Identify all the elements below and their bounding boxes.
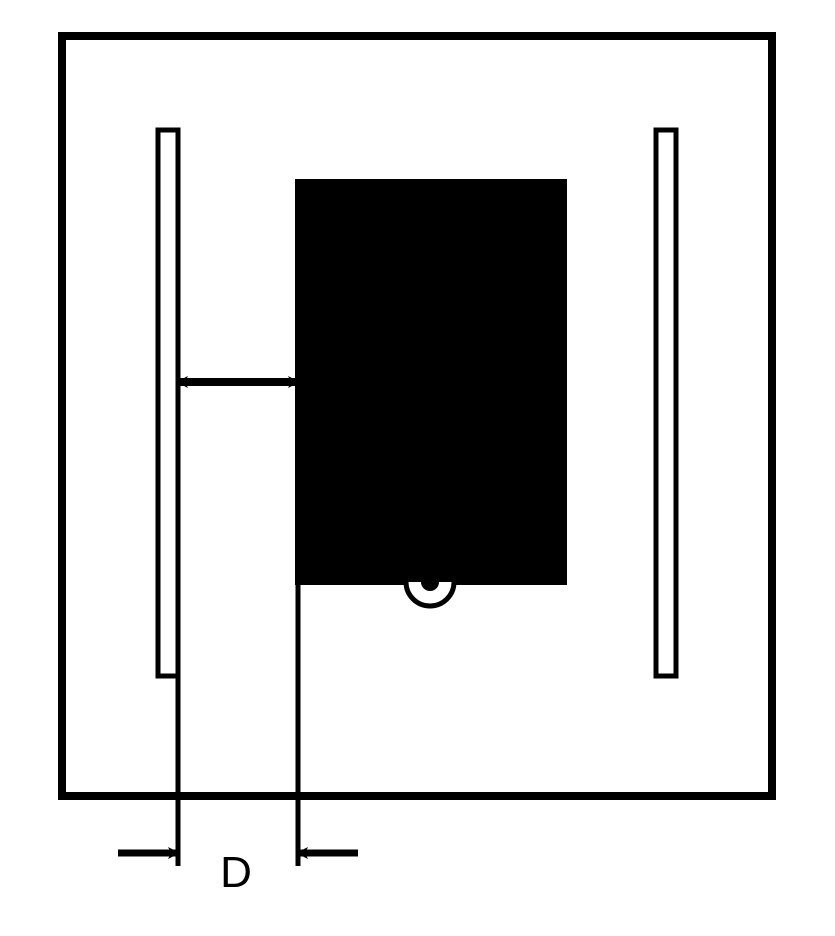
right-rail — [656, 130, 676, 676]
diagram-svg: D — [0, 0, 835, 936]
dimension-label: D — [220, 848, 252, 897]
inner-block — [298, 182, 564, 582]
left-rail — [158, 130, 178, 676]
pendulum-dot — [421, 573, 439, 591]
